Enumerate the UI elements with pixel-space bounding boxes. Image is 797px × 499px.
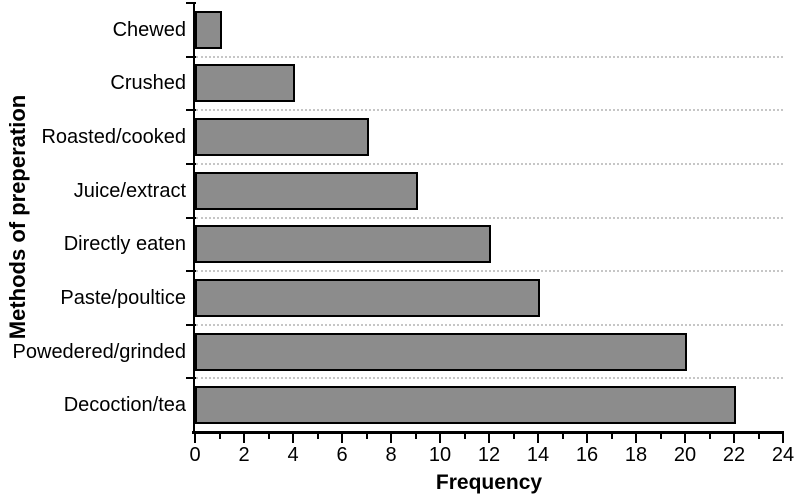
bar-chewed: [195, 10, 222, 49]
x-tick-label-14: 14: [526, 444, 550, 466]
x-tick-label-6: 6: [336, 444, 348, 466]
x-axis-minor-tick: [218, 434, 221, 439]
y-axis-tick: [186, 109, 196, 112]
x-axis-minor-tick: [659, 434, 662, 439]
bar-powedered-grinded: [195, 332, 687, 371]
x-axis-minor-tick: [561, 434, 564, 439]
y-axis-tick: [186, 377, 196, 380]
x-axis-minor-tick: [316, 434, 319, 439]
x-tick-label-4: 4: [287, 444, 299, 466]
category-label-crushed: Crushed: [110, 72, 186, 95]
x-axis-minor-tick: [610, 434, 613, 439]
x-axis-major-tick: [390, 434, 392, 443]
x-axis-line: [192, 431, 784, 434]
x-tick-label-18: 18: [624, 444, 648, 466]
bar-decoction-tea: [195, 386, 736, 425]
y-axis-tick: [186, 55, 196, 58]
bar-crushed: [195, 64, 295, 103]
bar-directly-eaten: [195, 225, 491, 264]
category-label-powedered-grinded: Powedered/grinded: [12, 340, 186, 363]
category-label-roasted-cooked: Roasted/cooked: [41, 126, 186, 149]
x-tick-label-20: 20: [673, 444, 697, 466]
x-tick-label-0: 0: [189, 444, 201, 466]
bar-paste-poultice: [195, 278, 540, 317]
x-axis-major-tick: [194, 434, 196, 443]
x-axis-major-tick: [684, 434, 686, 443]
x-tick-label-16: 16: [575, 444, 599, 466]
x-axis-minor-tick: [365, 434, 368, 439]
x-axis-major-tick: [243, 434, 245, 443]
x-axis-major-tick: [635, 434, 637, 443]
x-axis-minor-tick: [463, 434, 466, 439]
band-separator: [196, 162, 783, 165]
x-tick-label-24: 24: [771, 444, 795, 466]
x-axis-major-tick: [292, 434, 294, 443]
bar-roasted-cooked: [195, 118, 369, 157]
y-axis-tick: [186, 2, 196, 4]
y-axis-line: [193, 3, 195, 433]
band-separator: [196, 270, 783, 273]
band-separator: [196, 55, 783, 58]
band-separator: [196, 216, 783, 219]
band-separator: [196, 377, 783, 380]
y-axis-tick: [186, 216, 196, 219]
x-axis-minor-tick: [757, 434, 760, 439]
y-axis-tick: [186, 162, 196, 165]
x-axis-major-tick: [488, 434, 490, 443]
x-axis-title: Frequency: [435, 471, 543, 494]
category-label-juice-extract: Juice/extract: [73, 179, 186, 202]
category-label-chewed: Chewed: [112, 18, 186, 41]
x-tick-label-2: 2: [238, 444, 250, 466]
y-axis-tick: [186, 270, 196, 273]
x-axis-major-tick: [586, 434, 588, 443]
band-separator: [196, 323, 783, 326]
x-tick-label-12: 12: [477, 444, 501, 466]
y-axis-tick: [186, 323, 196, 326]
x-tick-label-10: 10: [428, 444, 452, 466]
bar-juice-extract: [195, 171, 418, 210]
category-label-decoction-tea: Decoction/tea: [63, 394, 186, 417]
x-axis-minor-tick: [267, 434, 270, 439]
x-axis-minor-tick: [512, 434, 515, 439]
category-label-paste-poultice: Paste/poultice: [60, 286, 186, 309]
category-label-directly-eaten: Directly eaten: [63, 233, 186, 256]
x-tick-label-8: 8: [385, 444, 397, 466]
x-axis-minor-tick: [414, 434, 417, 439]
x-tick-label-22: 22: [722, 444, 746, 466]
x-axis-major-tick: [782, 434, 784, 443]
band-separator: [196, 109, 783, 112]
x-axis-minor-tick: [708, 434, 711, 439]
x-axis-major-tick: [341, 434, 343, 443]
x-axis-major-tick: [537, 434, 539, 443]
x-axis-major-tick: [733, 434, 735, 443]
x-axis-major-tick: [439, 434, 441, 443]
